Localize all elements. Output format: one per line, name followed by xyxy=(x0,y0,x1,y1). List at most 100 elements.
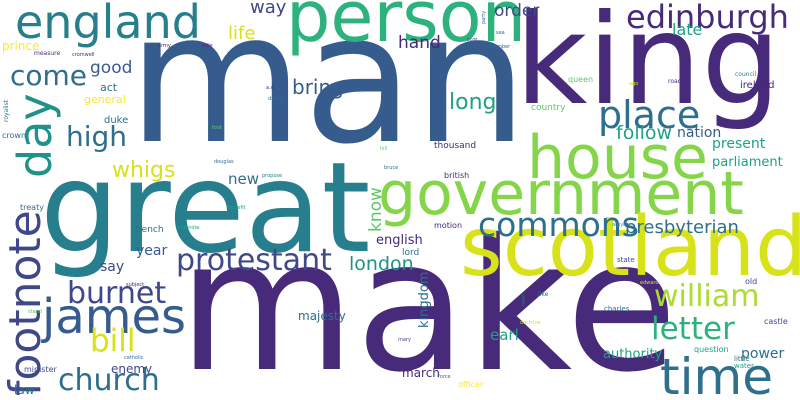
word: council xyxy=(735,71,757,78)
word: house xyxy=(527,123,708,193)
word: bill xyxy=(90,323,136,359)
word: measure xyxy=(34,50,61,57)
word: new xyxy=(228,170,260,188)
word: subject xyxy=(126,282,145,288)
word: person xyxy=(286,0,526,58)
word: country xyxy=(531,103,566,113)
word: english xyxy=(376,233,423,248)
word: foot xyxy=(212,125,222,131)
word: power xyxy=(741,346,785,362)
word: a.d xyxy=(266,85,274,91)
word: james xyxy=(42,289,187,345)
word: little xyxy=(734,355,750,363)
word: place xyxy=(598,93,701,137)
word: road xyxy=(668,78,682,85)
word: duke xyxy=(104,115,129,126)
word: late xyxy=(672,20,703,39)
word: scot xyxy=(467,37,478,43)
word: mile xyxy=(202,43,213,49)
word: question xyxy=(694,345,729,354)
word: london xyxy=(349,253,414,275)
word: life xyxy=(228,23,256,44)
word: general xyxy=(84,93,126,106)
word: stand xyxy=(28,309,42,315)
word: england xyxy=(15,0,201,49)
word: long xyxy=(449,90,497,115)
word: charles xyxy=(604,305,630,313)
word: man xyxy=(128,0,528,184)
word: great xyxy=(40,136,371,281)
word: government xyxy=(378,159,744,229)
word: like xyxy=(538,291,549,298)
word: act xyxy=(100,81,118,94)
word: enemy xyxy=(111,362,153,376)
word: doctrine xyxy=(520,320,541,326)
word: old xyxy=(745,277,758,286)
word: letter xyxy=(651,311,735,347)
word: earl xyxy=(490,326,519,344)
word: thousand xyxy=(434,141,477,151)
word: douglas xyxy=(214,159,234,165)
word: majesty xyxy=(298,309,346,323)
word: prince xyxy=(2,39,40,53)
word: way xyxy=(250,0,287,18)
word: year xyxy=(136,243,168,259)
word: bring xyxy=(292,75,344,99)
word: mary xyxy=(398,337,411,343)
word: ago xyxy=(629,81,639,87)
word: hand xyxy=(398,33,441,53)
word: member xyxy=(489,44,511,50)
word: french xyxy=(135,225,164,235)
word: whigs xyxy=(112,158,176,183)
word: royalist xyxy=(3,99,10,122)
word: queen xyxy=(568,75,594,84)
word: presbyterian xyxy=(625,217,739,238)
word: benefit xyxy=(228,205,246,211)
word: castle xyxy=(764,317,788,326)
word: hill xyxy=(380,146,388,152)
word: water xyxy=(734,362,754,370)
word: william xyxy=(654,279,760,314)
word: order xyxy=(494,1,540,21)
word: law xyxy=(14,383,35,397)
word: good xyxy=(90,58,133,78)
word: crown xyxy=(2,131,27,140)
word: time xyxy=(660,348,773,400)
word: bruce xyxy=(384,165,399,171)
word: nation xyxy=(677,125,722,141)
word: know xyxy=(366,187,386,232)
word: lord xyxy=(402,248,420,258)
word: catholic xyxy=(124,355,144,361)
word: follow xyxy=(616,122,673,144)
word: king xyxy=(515,0,781,133)
word: propose xyxy=(262,173,283,179)
word: sea xyxy=(496,30,505,36)
word: edward xyxy=(640,280,659,286)
word: commons xyxy=(478,205,639,244)
word: treaty xyxy=(20,203,44,212)
word: make xyxy=(178,200,678,400)
word: sidenote xyxy=(178,225,200,231)
word: cromwell xyxy=(72,52,95,58)
word: argyll xyxy=(612,222,626,228)
word: motion xyxy=(434,221,463,230)
word: church xyxy=(58,363,160,398)
word: come xyxy=(10,59,88,92)
word: david xyxy=(268,96,282,102)
word: parliament xyxy=(712,155,783,170)
word: town xyxy=(521,293,527,306)
word: present xyxy=(712,136,766,152)
word: party xyxy=(481,10,487,24)
word: british xyxy=(444,171,470,180)
word: state xyxy=(617,256,635,264)
word: kingdom xyxy=(417,271,432,328)
word: force xyxy=(438,374,451,380)
word: minister xyxy=(24,365,57,374)
word: authority xyxy=(603,347,663,362)
word: army xyxy=(158,43,171,49)
word: edinburgh xyxy=(626,0,789,36)
word: high xyxy=(66,120,128,153)
word: say xyxy=(100,259,125,275)
word: officer xyxy=(458,380,484,389)
